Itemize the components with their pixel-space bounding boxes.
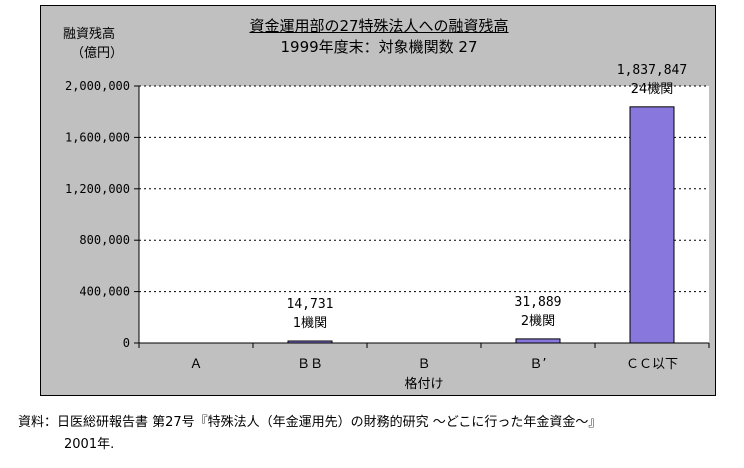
value-label: 31,889 — [515, 295, 562, 310]
chart-frame: 0 400,000 800,000 1,200,000 1,600,000 2,000,0… — [40, 5, 716, 396]
value-label: 14,731 — [287, 297, 334, 312]
plot-area — [139, 86, 709, 343]
x-tick-label: Ｂ’ — [529, 357, 546, 372]
y-tick-label: 0 — [123, 336, 130, 350]
y-tick-label: 400,000 — [79, 285, 130, 299]
count-label: 1機関 — [293, 316, 327, 331]
x-tick-label: ＢＢ — [297, 357, 323, 372]
y-tick-label: 1,200,000 — [65, 182, 130, 196]
count-label: 2機関 — [521, 314, 555, 329]
y-axis-label: 融資残高 — [63, 27, 116, 42]
y-tick-label: 2,000,000 — [65, 79, 130, 93]
y-tick-label: 800,000 — [79, 233, 130, 247]
bar — [629, 106, 675, 344]
bar-chart: 0 400,000 800,000 1,200,000 1,600,000 2,000,0… — [65, 63, 710, 392]
x-tick-label: ＣＣ以下 — [626, 357, 678, 372]
bar — [287, 340, 333, 344]
x-tick-label: Ｂ — [417, 357, 430, 372]
source-year: 2001年. — [64, 437, 115, 452]
y-tick-label: 1,600,000 — [65, 130, 130, 144]
bar — [515, 338, 561, 344]
x-tick-label: Ａ — [189, 357, 202, 372]
source-note: 資料：日医総研報告書 第27号『特殊法人（年金運用先）の財務的研究 ～どこに行っ… — [18, 415, 602, 430]
value-label: 1,837,847 — [617, 63, 687, 78]
x-axis-label: 格付け — [404, 376, 443, 392]
count-label: 24機関 — [631, 82, 674, 97]
y-axis-unit: （億円） — [71, 46, 124, 61]
chart-subtitle: 1999年度末：対象機関数 27 — [280, 38, 478, 56]
chart-title: 資金運用部の27特殊法人への融資残高 — [249, 17, 509, 35]
